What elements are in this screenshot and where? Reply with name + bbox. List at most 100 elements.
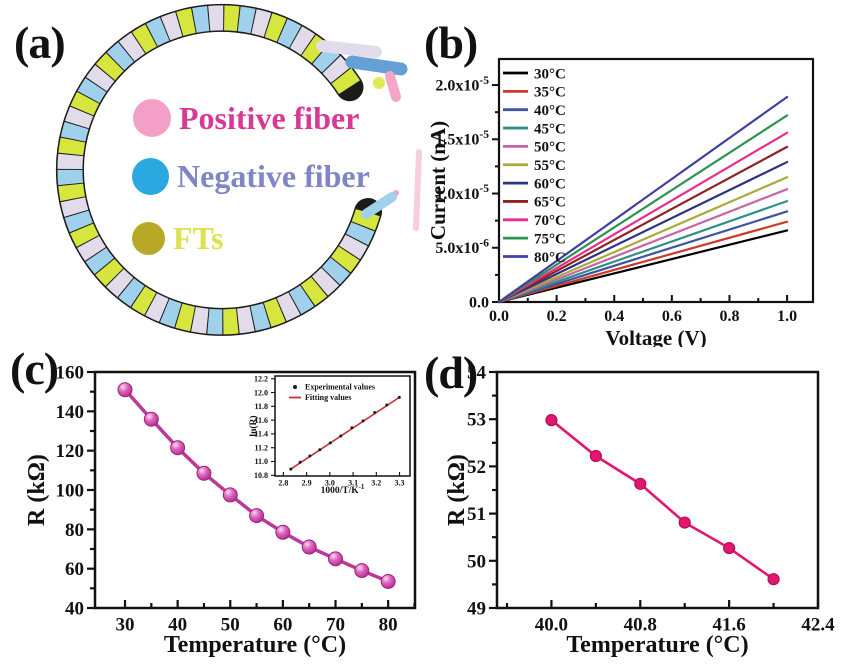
- axes: 2.8 2.9 3.0 3.1 3.2 3.3 10.8 11.0 11.2 11.4 11.6 11…: [254, 374, 411, 487]
- fts-dot: [132, 222, 165, 255]
- legend-label: 30°C: [534, 66, 566, 82]
- legend-item-fts: FTs: [132, 220, 223, 257]
- x-tick-label: 3.1: [348, 478, 358, 487]
- panel-a-illustration: [55, 3, 422, 336]
- series-Experimental values: [289, 395, 401, 471]
- series-75°C: [497, 114, 789, 304]
- panel-c-label: (c): [10, 343, 59, 394]
- x-tick-label: 70: [326, 614, 345, 635]
- chart-b: 0.0 0.2 0.4 0.6 0.8 1.0 0.0 5.0x10-6 1.0x10-5 1.5…: [426, 57, 815, 347]
- data-point: [385, 403, 389, 407]
- legend-label: 80°C: [534, 250, 566, 266]
- series-70°C: [497, 131, 789, 304]
- data-point: [308, 454, 312, 458]
- legend-label: Fitting values: [305, 393, 351, 402]
- series-Fitting values: [290, 396, 401, 470]
- x-tick-label: 3.3: [395, 478, 405, 487]
- y-tick-label: 11.6: [254, 416, 268, 425]
- x-tick-label: 2.8: [278, 478, 288, 487]
- series-40°C: [497, 210, 789, 304]
- legend-label: Experimental values: [305, 383, 375, 392]
- y-tick-label: 12.0: [254, 388, 268, 397]
- legend-label: 40°C: [534, 103, 566, 119]
- series-35°C: [497, 220, 789, 304]
- y-tick-label: 51: [467, 504, 486, 525]
- legend-item-negative-fiber: Negative fiber: [132, 158, 370, 195]
- negative-fiber-dot: [132, 158, 169, 195]
- x-tick-label: 1.0: [777, 308, 797, 325]
- data-point: [143, 411, 159, 427]
- fts-label: FTs: [173, 220, 224, 256]
- data-point: [723, 541, 736, 555]
- x-tick-label: 0.0: [489, 308, 509, 325]
- data-point: [380, 573, 396, 589]
- legend-label: 75°C: [534, 231, 566, 247]
- x-tick-label: 40.0: [535, 614, 568, 635]
- y-tick-label: 2.0x10-5: [435, 75, 489, 95]
- data-point: [328, 441, 332, 445]
- panel-a-label: (a): [14, 17, 66, 68]
- legend-label: 60°C: [534, 176, 566, 192]
- fiber-ring-strand-yellow: [57, 5, 381, 335]
- y-tick-label: 60: [65, 559, 84, 580]
- data-point: [354, 563, 370, 579]
- series-30°C: [497, 229, 789, 304]
- series-65°C: [497, 145, 789, 304]
- y-tick-label: 53: [467, 410, 486, 431]
- data-point: [222, 487, 238, 503]
- series-45°C: [497, 200, 789, 304]
- y-tick-label: 120: [56, 441, 85, 462]
- y-tick-label: 140: [56, 402, 85, 423]
- data-point: [289, 467, 293, 471]
- chart-c_inset: 2.8 2.9 3.0 3.1 3.2 3.3 10.8 11.0 11.2 11.4 11.6 11…: [248, 374, 411, 496]
- fiber-end-blue-lower: [361, 192, 397, 219]
- y-tick-label: 1.0x10-5: [435, 183, 489, 203]
- x-tick-label: 0.2: [547, 308, 567, 325]
- y-tick-label: 11.2: [254, 443, 268, 452]
- y-tick-label: 11.0: [254, 457, 268, 466]
- y-tick-label: 160: [56, 362, 85, 383]
- y-tick-label: 100: [56, 480, 85, 501]
- y-tick-label: 5.0x10-6: [435, 237, 489, 257]
- y-tick-label: 0.0: [469, 294, 489, 311]
- data-point: [397, 395, 401, 399]
- y-axis-title: ln(R): [248, 415, 259, 436]
- y-axis-title: Current (nA): [426, 121, 450, 240]
- axes: 40.0 40.8 41.6 42.4 49 50 51 52 53 54: [467, 362, 835, 635]
- x-axis-title: 1000/T/K-1: [321, 484, 365, 496]
- data-point: [275, 524, 291, 540]
- y-tick-label: 52: [467, 457, 486, 478]
- data-point: [373, 411, 377, 415]
- y-axis-title: R (kΩ): [24, 454, 50, 526]
- data-point: [249, 508, 265, 524]
- fiber-end-blue: [345, 55, 408, 76]
- y-tick-label: 11.4: [254, 430, 268, 439]
- series-50°C: [497, 188, 789, 304]
- y-axis-title: R (kΩ): [444, 454, 470, 526]
- fiber-end-lavender: [316, 40, 382, 58]
- y-tick-label: 1.5x10-5: [435, 129, 489, 149]
- x-tick-label: 3.2: [371, 478, 381, 487]
- x-tick-label: 80: [379, 614, 398, 635]
- chart-c: 30 40 50 60 70 80 40 60 80 100 120 140 160 Temperatur…: [24, 362, 417, 658]
- series-55°C: [497, 176, 789, 304]
- data-point: [318, 448, 322, 452]
- legend-label: 55°C: [534, 158, 566, 174]
- panel-b-label: (b): [424, 17, 478, 68]
- series-80°C: [497, 95, 789, 304]
- x-tick-label: 0.6: [662, 308, 682, 325]
- data-point: [196, 465, 212, 481]
- x-axis-title: Voltage (V): [605, 326, 706, 347]
- x-tick-label: 2.9: [302, 478, 312, 487]
- legend-label: 45°C: [534, 121, 566, 137]
- positive-fiber-label: Positive fiber: [179, 99, 360, 136]
- negative-fiber-label: Negative fiber: [177, 158, 370, 194]
- legend-label: 50°C: [534, 140, 566, 156]
- data-point: [589, 449, 602, 463]
- data-point: [328, 551, 344, 567]
- y-tick-label: 11.8: [254, 402, 268, 411]
- legend: 30°C 35°C 40°C 45°C 50°C 55°C 60°C 65°C 70°C 75°C…: [503, 66, 566, 266]
- chart-d: 40.0 40.8 41.6 42.4 49 50 51 52 53 54 Temperature …: [444, 362, 835, 658]
- fiber-edge-smudge: [413, 149, 422, 231]
